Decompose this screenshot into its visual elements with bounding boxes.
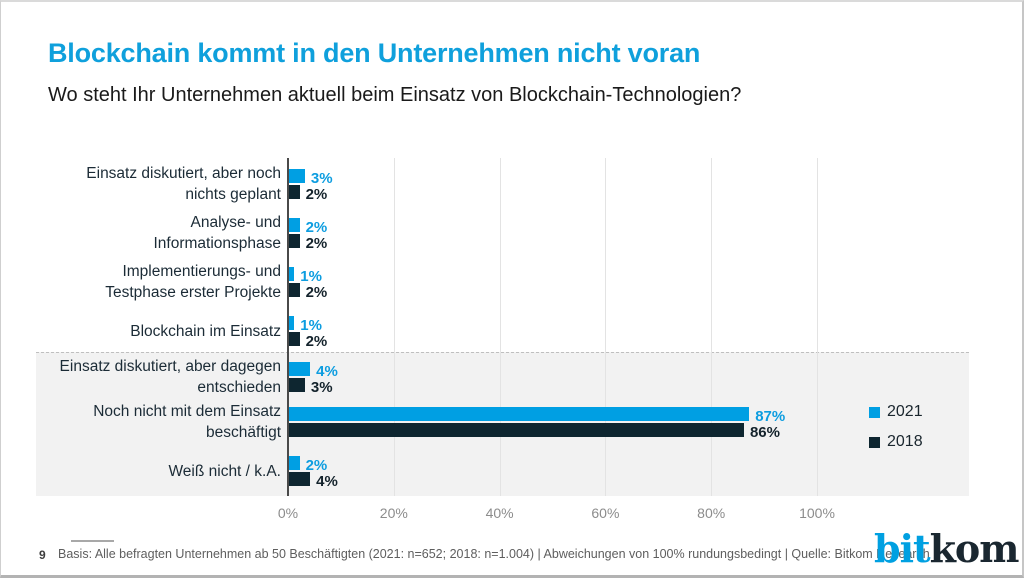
bitkom-logo-bit: bit — [874, 526, 931, 571]
legend-label: 2021 — [887, 403, 923, 420]
bitkom-logo-kom: kom — [929, 526, 1020, 571]
legend-label: 2018 — [887, 433, 923, 450]
legend-item-2018: 2018 — [869, 433, 923, 451]
category-label: Analyse- und Informationsphase — [36, 210, 281, 256]
x-axis-tick-label: 80% — [697, 505, 726, 521]
category-label-text: Implementierungs- und Testphase erster Pr… — [105, 263, 281, 301]
bar-2018 — [289, 423, 744, 437]
page-number: 9 — [39, 548, 46, 562]
legend-item-2021: 2021 — [869, 403, 923, 421]
gridline — [605, 158, 607, 496]
bar-row-2021: 1% — [289, 267, 322, 285]
bar-2018 — [289, 378, 305, 392]
bar-row-2021: 4% — [289, 362, 338, 380]
value-label-2021: 1% — [300, 316, 322, 334]
bitkom-logo: bitkom — [874, 526, 1020, 571]
x-axis-tick-label: 0% — [277, 505, 299, 521]
bar-2021 — [289, 456, 300, 470]
value-label-2018: 2% — [305, 185, 328, 203]
bar-row-2021: 1% — [289, 316, 322, 334]
value-label-2018: 2% — [305, 283, 328, 301]
bar-2018 — [289, 185, 300, 199]
x-axis-tick-label: 40% — [485, 505, 514, 521]
bar-row-2018: 2% — [289, 185, 327, 203]
gridline — [817, 158, 818, 496]
value-label-2021: 1% — [300, 267, 322, 285]
category-label-text: Analyse- und Informationsphase — [153, 214, 281, 252]
value-label-2018: 2% — [305, 234, 328, 252]
value-label-2018: 86% — [749, 423, 780, 441]
bar-row-2018: 86% — [289, 423, 780, 441]
bar-2021 — [289, 267, 295, 281]
bar-2021 — [289, 316, 295, 330]
value-label-2018: 2% — [305, 332, 328, 350]
category-label-text: Einsatz diskutiert, aber noch nichts gepl… — [86, 165, 281, 203]
footer-divider — [71, 540, 114, 542]
bar-2018 — [289, 332, 300, 346]
category-label: Einsatz diskutiert, aber dagegen entschie… — [36, 354, 281, 400]
bar-row-2021: 3% — [289, 169, 333, 187]
category-label: Implementierungs- und Testphase erster Pr… — [36, 259, 281, 305]
value-label-2018: 3% — [310, 378, 333, 396]
gridline — [393, 158, 395, 496]
category-label: Einsatz diskutiert, aber noch nichts gepl… — [36, 161, 281, 207]
category-label-text: Blockchain im Einsatz — [130, 322, 281, 340]
value-label-2021: 87% — [755, 407, 786, 425]
bar-2018 — [289, 472, 311, 486]
value-label-2021: 2% — [305, 456, 328, 474]
bar-row-2018: 2% — [289, 234, 327, 252]
x-axis-tick-label: 20% — [379, 505, 408, 521]
bar-row-2018: 2% — [289, 283, 327, 301]
category-label-text: Noch nicht mit dem Einsatz beschäftigt — [93, 403, 281, 441]
x-axis-tick-label: 60% — [591, 505, 620, 521]
gridline — [499, 158, 501, 496]
bar-row-2018: 2% — [289, 332, 327, 350]
bar-row-2021: 87% — [289, 407, 785, 425]
category-label: Noch nicht mit dem Einsatz beschäftigt — [36, 399, 281, 445]
value-label-2021: 2% — [305, 218, 328, 236]
y-axis-line — [287, 158, 289, 496]
bar-2021 — [289, 362, 311, 376]
bar-2021 — [289, 407, 750, 421]
bar-2021 — [289, 218, 300, 232]
bar-2018 — [289, 283, 300, 297]
value-label-2021: 3% — [310, 169, 333, 187]
legend-swatch-2018 — [869, 436, 880, 448]
bar-2018 — [289, 234, 300, 248]
legend-swatch-2021 — [869, 406, 880, 418]
category-label: Weiß nicht / k.A. — [36, 448, 281, 494]
source-note: Basis: Alle befragten Unternehmen ab 50 … — [58, 547, 930, 561]
category-label-text: Einsatz diskutiert, aber dagegen entschie… — [59, 358, 281, 396]
x-axis-tick-label: 100% — [799, 505, 835, 521]
category-label-text: Weiß nicht / k.A. — [168, 462, 281, 480]
value-label-2021: 4% — [316, 362, 338, 380]
category-label: Blockchain im Einsatz — [36, 308, 281, 354]
bar-row-2018: 3% — [289, 378, 333, 396]
bar-row-2021: 2% — [289, 456, 327, 474]
bar-row-2021: 2% — [289, 218, 327, 236]
gridline — [711, 158, 713, 496]
value-label-2018: 4% — [316, 472, 338, 490]
page-title: Blockchain kommt in den Unternehmen nich… — [48, 38, 701, 68]
bar-2021 — [289, 169, 305, 183]
bar-row-2018: 4% — [289, 472, 338, 490]
page-subtitle: Wo steht Ihr Unternehmen aktuell beim Ei… — [48, 84, 742, 106]
